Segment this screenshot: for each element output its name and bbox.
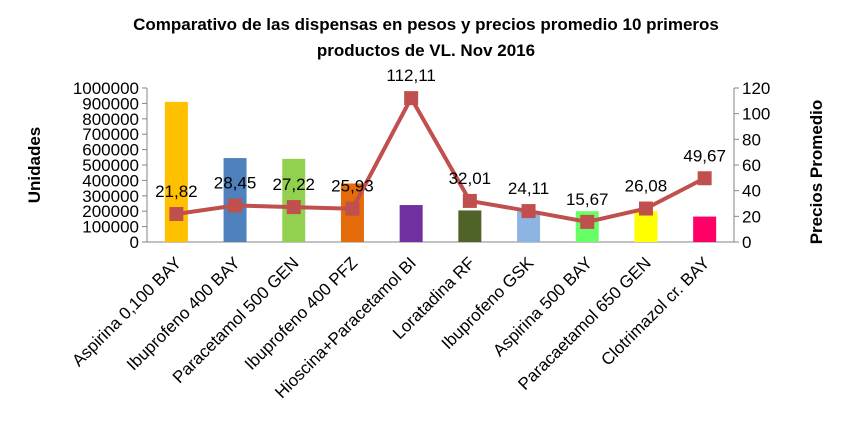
- y-left-tick-label: 600000: [82, 141, 139, 160]
- bar-series: [164, 101, 717, 242]
- x-tick-label: Ibuprofeno 400 PFZ: [241, 253, 361, 373]
- y-axis-left-ticks: 0100000200000300000400000500000600000700…: [73, 79, 147, 252]
- data-label: 112,11: [386, 66, 435, 85]
- x-tick-label: Aspirina 0,100 BAY: [68, 253, 185, 370]
- series-line: [176, 96, 706, 224]
- bar: [458, 210, 482, 242]
- line-series: 21,82 28,45 27,22 25,93 112,11 32,01 24,11 15,6…: [155, 66, 726, 229]
- data-label: 32,01: [449, 169, 492, 188]
- data-label: 26,08: [625, 177, 668, 196]
- y-left-tick-label: 400000: [82, 171, 139, 190]
- y-left-tick-label: 0: [130, 233, 139, 252]
- y-left-tick-label: 200000: [82, 202, 139, 221]
- y-right-tick-label: 40: [742, 182, 761, 201]
- bar: [399, 205, 423, 242]
- line-point: [462, 193, 477, 208]
- line-point: [169, 206, 184, 221]
- y-right-tick-label: 120: [742, 79, 770, 98]
- y-left-tick-label: 1000000: [73, 79, 139, 98]
- line-point: [697, 171, 712, 186]
- data-label: 24,11: [508, 179, 549, 198]
- y-right-tick-label: 60: [742, 156, 761, 175]
- y-left-tick-label: 700000: [82, 125, 139, 144]
- y-right-tick-label: 80: [742, 130, 761, 149]
- bar: [517, 211, 541, 242]
- x-tick-label: Ibuprofeno 400 BAY: [123, 253, 244, 374]
- line-point: [404, 91, 419, 106]
- line-point: [286, 200, 301, 215]
- data-label: 15,67: [566, 190, 609, 209]
- line-point: [228, 198, 243, 213]
- x-tick-label: Clotrimazol cr. BAY: [597, 253, 713, 369]
- y-right-tick-label: 100: [742, 105, 770, 124]
- chart-title-line2: productos de VL. Nov 2016: [317, 41, 535, 60]
- y-left-tick-label: 500000: [82, 156, 139, 175]
- data-label: 49,67: [683, 146, 726, 165]
- line-point: [580, 214, 595, 229]
- bar: [693, 216, 717, 242]
- line-point: [638, 201, 653, 216]
- data-label: 21,82: [155, 182, 198, 201]
- data-label: 28,45: [214, 173, 257, 192]
- y-left-tick-label: 900000: [82, 94, 139, 113]
- line-point: [521, 204, 536, 219]
- line-point: [345, 201, 360, 216]
- y-axis-right-ticks: 0 20 40 60 80 100 120: [734, 79, 770, 252]
- y-left-tick-label: 100000: [82, 218, 139, 237]
- data-label: 27,22: [272, 175, 315, 194]
- x-tick-label: Aspirina 500 BAY: [489, 253, 596, 360]
- y-left-tick-label: 800000: [82, 110, 139, 129]
- y-axis-left-label: Unidades: [25, 127, 44, 204]
- y-right-tick-label: 20: [742, 207, 761, 226]
- bar: [634, 211, 658, 242]
- bar: [164, 101, 188, 242]
- chart-title-line1: Comparativo de las dispensas en pesos y …: [133, 15, 719, 34]
- y-left-tick-label: 300000: [82, 187, 139, 206]
- y-right-tick-label: 0: [742, 233, 751, 252]
- data-label: 25,93: [331, 177, 374, 196]
- y-axis-right-label: Precios Promedio: [807, 100, 826, 245]
